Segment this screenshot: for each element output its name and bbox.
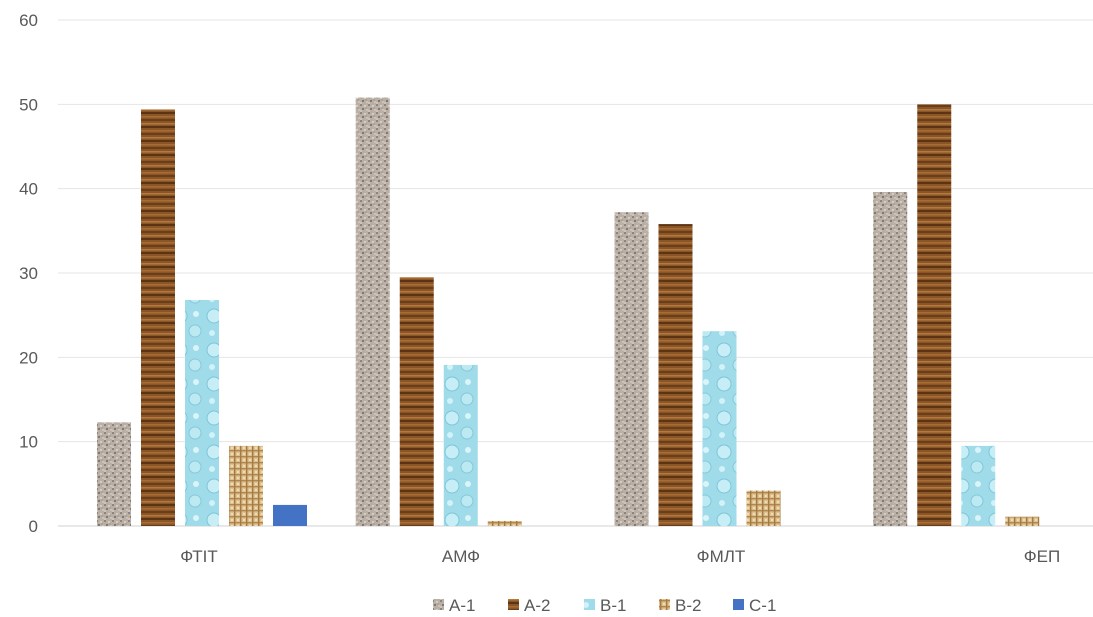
x-category-label: ФМЛТ	[697, 547, 746, 566]
bar-a-1-3	[614, 212, 649, 526]
legend: A-1 A-2 B-1 B-2 C-1	[433, 596, 776, 615]
bar-a-2-4	[917, 104, 952, 526]
legend-label-c-1: C-1	[749, 596, 776, 615]
legend-swatch-b-1	[584, 599, 595, 610]
bar-a-1-4	[873, 192, 908, 527]
y-tick-label: 10	[19, 433, 38, 452]
bar-a-2-2	[399, 277, 434, 526]
bar-c-1-1	[273, 504, 307, 526]
x-axis-category-labels: ФТІТ АМФ ФМЛТ ФЕП	[180, 547, 1060, 566]
y-tick-label: 30	[19, 264, 38, 283]
legend-swatch-a-2	[508, 599, 519, 610]
bar-a-2-3	[658, 224, 693, 526]
y-tick-label: 20	[19, 348, 38, 367]
bar-a-2-1	[141, 109, 175, 526]
y-tick-label: 60	[19, 11, 38, 30]
legend-label-a-2: A-2	[524, 596, 550, 615]
legend-label-b-1: B-1	[600, 596, 626, 615]
y-tick-label: 0	[29, 517, 38, 536]
bar-a-1-1	[97, 422, 131, 526]
gridlines	[58, 19, 1093, 527]
bar-b-1-3	[702, 331, 737, 526]
legend-swatch-b-2	[659, 599, 670, 610]
y-tick-label: 50	[19, 95, 38, 114]
bar-b-2-4	[1005, 516, 1040, 526]
bar-b-1-4	[961, 445, 996, 526]
bar-b-1-1	[185, 299, 219, 526]
bar-b-2-2	[487, 520, 522, 526]
bar-b-2-3	[746, 490, 781, 526]
bars	[97, 97, 1040, 527]
x-category-label: АМФ	[442, 547, 480, 566]
legend-swatch-c-1	[733, 599, 744, 610]
y-axis-tick-labels: 0 10 20 30 40 50 60	[19, 11, 38, 536]
bar-a-1-2	[355, 97, 390, 526]
bar-b-2-1	[229, 445, 263, 526]
legend-swatch-a-1	[433, 599, 444, 610]
bar-b-1-2	[443, 364, 478, 526]
legend-label-a-1: A-1	[449, 596, 475, 615]
y-tick-label: 40	[19, 180, 38, 199]
x-category-label: ФТІТ	[180, 547, 217, 566]
x-category-label: ФЕП	[1024, 547, 1060, 566]
legend-label-b-2: B-2	[675, 596, 701, 615]
